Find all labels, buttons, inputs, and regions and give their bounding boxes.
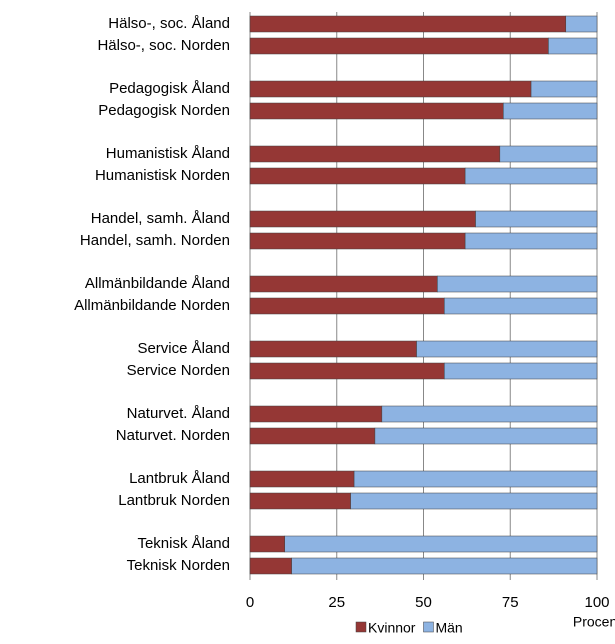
bar-segment [249,297,445,315]
bar-segment [475,210,598,228]
y-tick-label: Teknisk Norden [127,557,230,574]
bar-segment [249,275,438,293]
y-tick-label: Allmänbildande Norden [74,297,230,314]
y-tick-label: Pedagogisk Åland [109,80,230,97]
x-tick-label: 100 [584,594,609,611]
x-tick-label: 25 [328,594,345,611]
y-tick-label: Handel, samh. Åland [91,210,230,227]
bar-segment [249,340,417,358]
bar-segment [444,362,598,380]
y-tick-label: Service Åland [137,340,230,357]
bar-segment [353,470,598,488]
x-axis-label: Procent [573,614,615,630]
bar-segment [499,145,598,163]
y-tick-label: Naturvet. Åland [127,405,230,422]
bar-segment [249,37,549,55]
y-tick-label: Hälso-, soc. Åland [108,15,230,32]
y-tick-label: Service Norden [127,362,230,379]
bar-segment [249,145,501,163]
legend-swatch [355,621,367,633]
bar-segment [249,80,532,98]
bar-segment [249,167,466,185]
bar-segment [381,405,598,423]
bar-segment [249,405,383,423]
y-tick-label: Humanistisk Norden [95,167,230,184]
legend-label: Män [435,620,462,636]
bar-segment [249,102,504,120]
bar-segment [565,15,598,33]
bar-segment [249,15,567,33]
bar-segment [503,102,598,120]
legend-label: Kvinnor [368,620,416,636]
x-tick-label: 50 [415,594,432,611]
y-tick-label: Lantbruk Åland [129,470,230,487]
bar-segment [464,232,598,250]
x-tick-label: 75 [502,594,519,611]
bar-segment [530,80,598,98]
bar-segment [249,232,466,250]
y-tick-label: Humanistisk Åland [106,145,230,162]
bar-segment [249,492,351,510]
bar-segment [284,535,598,553]
y-tick-label: Naturvet. Norden [116,427,230,444]
bar-segment [437,275,598,293]
bar-segment [249,535,285,553]
bar-segment [249,427,376,445]
bar-segment [249,470,355,488]
bar-segment [444,297,598,315]
legend-swatch [423,621,434,633]
x-tick-label: 0 [246,594,254,611]
y-tick-label: Hälso-, soc. Norden [97,37,230,54]
bar-segment [374,427,598,445]
bar-segment [249,557,292,575]
y-tick-label: Allmänbildande Åland [85,275,230,292]
bar-segment [464,167,598,185]
y-tick-label: Pedagogisk Norden [98,102,230,119]
bar-segment [291,557,598,575]
bar-segment [350,492,598,510]
y-tick-label: Teknisk Åland [137,535,230,552]
bar-segment [416,340,598,358]
y-tick-label: Handel, samh. Norden [80,232,230,249]
bar-segment [548,37,598,55]
bar-segment [249,362,445,380]
bar-segment [249,210,476,228]
y-tick-label: Lantbruk Norden [118,492,230,509]
